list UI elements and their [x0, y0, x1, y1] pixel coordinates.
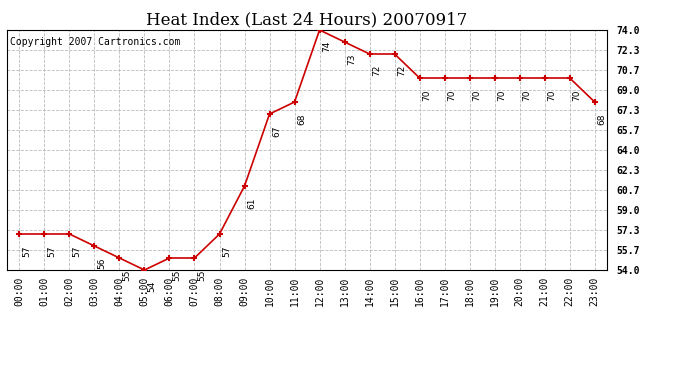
- Text: 57: 57: [72, 245, 81, 256]
- Text: 70: 70: [422, 89, 431, 101]
- Text: 70: 70: [522, 89, 531, 101]
- Text: 68: 68: [598, 113, 607, 125]
- Text: 72: 72: [397, 65, 406, 76]
- Text: 70: 70: [547, 89, 556, 101]
- Text: 74: 74: [322, 41, 331, 53]
- Text: 57: 57: [22, 245, 31, 256]
- Text: 70: 70: [447, 89, 456, 101]
- Text: 57: 57: [47, 245, 56, 256]
- Title: Heat Index (Last 24 Hours) 20070917: Heat Index (Last 24 Hours) 20070917: [146, 12, 468, 28]
- Text: 61: 61: [247, 197, 256, 208]
- Text: 70: 70: [573, 89, 582, 101]
- Text: 70: 70: [473, 89, 482, 101]
- Text: 73: 73: [347, 53, 356, 64]
- Text: 72: 72: [373, 65, 382, 76]
- Text: 55: 55: [122, 269, 131, 280]
- Text: 57: 57: [222, 245, 231, 256]
- Text: 67: 67: [273, 125, 282, 136]
- Text: 70: 70: [497, 89, 506, 101]
- Text: 54: 54: [147, 281, 156, 292]
- Text: 55: 55: [172, 269, 181, 280]
- Text: 55: 55: [197, 269, 206, 280]
- Text: 68: 68: [297, 113, 306, 125]
- Text: Copyright 2007 Cartronics.com: Copyright 2007 Cartronics.com: [10, 37, 180, 47]
- Text: 56: 56: [97, 257, 106, 268]
